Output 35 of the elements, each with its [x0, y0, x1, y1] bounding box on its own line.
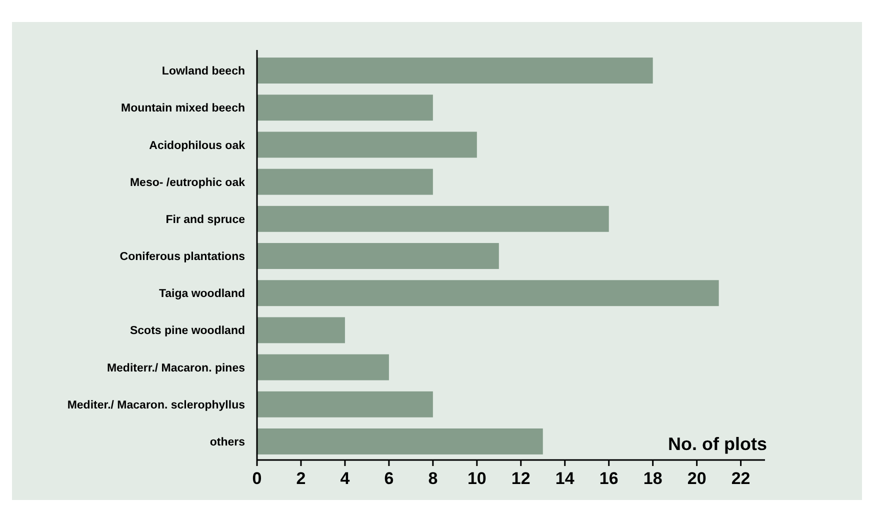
bar [257, 280, 719, 306]
y-tick-label: Mediter./ Macaron. sclerophyllus [67, 399, 245, 412]
x-tick-label: 20 [687, 469, 706, 488]
y-tick-label: Mediterr./ Macaron. pines [106, 362, 245, 374]
bar [257, 132, 477, 158]
bar [257, 317, 345, 344]
bar [257, 168, 433, 195]
y-tick-label: Lowland beech [162, 66, 245, 78]
bar [257, 354, 389, 380]
x-tick-label: 8 [428, 469, 438, 488]
x-tick-label: 0 [252, 469, 262, 488]
x-tick-label: 14 [555, 469, 575, 488]
y-tick-label: Scots pine woodland [130, 325, 245, 338]
x-tick-label: 16 [599, 469, 618, 488]
y-tick-label: Meso- /eutrophic oak [130, 176, 246, 189]
y-tick-label: Mountain mixed beech [121, 102, 245, 115]
bar [257, 94, 433, 121]
x-axis-title: No. of plots [668, 434, 767, 454]
bar [257, 428, 543, 454]
x-tick-label: 6 [384, 469, 394, 488]
x-tick-label: 2 [296, 469, 306, 488]
x-tick-label: 18 [643, 469, 662, 488]
x-tick-label: 4 [340, 469, 350, 488]
bar [257, 243, 499, 269]
bar [257, 391, 433, 418]
bar [257, 58, 653, 84]
x-tick-label: 22 [731, 469, 750, 488]
x-tick-label: 12 [511, 469, 530, 488]
bar [257, 206, 609, 232]
y-tick-label: Acidophilous oak [149, 140, 246, 152]
y-tick-label: Coniferous plantations [120, 251, 245, 264]
y-tick-label: Fir and spruce [166, 214, 245, 226]
x-tick-label: 10 [467, 469, 486, 488]
y-tick-label: Taiga woodland [158, 288, 245, 300]
y-tick-label: others [210, 436, 245, 448]
